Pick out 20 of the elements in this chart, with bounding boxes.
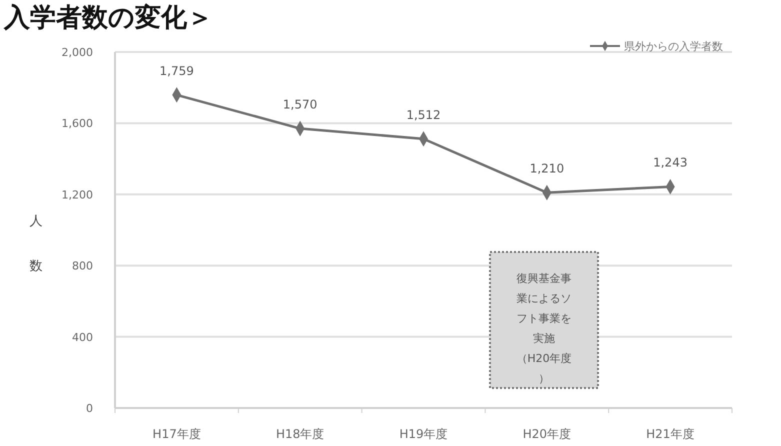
x-tick-label: H19年度 [399,427,448,441]
data-label: 1,759 [160,64,194,78]
x-tick-label: H17年度 [152,427,201,441]
y-tick-label: 1,600 [62,117,93,130]
y-tick-label: 400 [72,330,93,344]
data-label: 1,512 [406,108,441,122]
chart-title: 入学者数の変化＞ [3,3,213,33]
data-label: 1,210 [530,162,564,176]
y-tick-label: 0 [86,402,93,415]
x-tick-label: H21年度 [646,427,694,441]
y-tick-label: 800 [72,260,93,273]
data-label: 1,243 [653,156,688,170]
annotation: 復興基金事業によるソフト事業を実施（H20年度） [516,272,572,385]
x-tick-label: H20年度 [522,427,572,441]
y-tick-label: 1,200 [62,188,93,202]
text: 人数 [30,214,42,274]
y-tick-label: 2,000 [62,46,93,59]
legend-label: 県外からの入学者数 [624,40,723,53]
x-tick-label: H18年度 [276,427,324,441]
data-label: 1,570 [282,98,318,112]
